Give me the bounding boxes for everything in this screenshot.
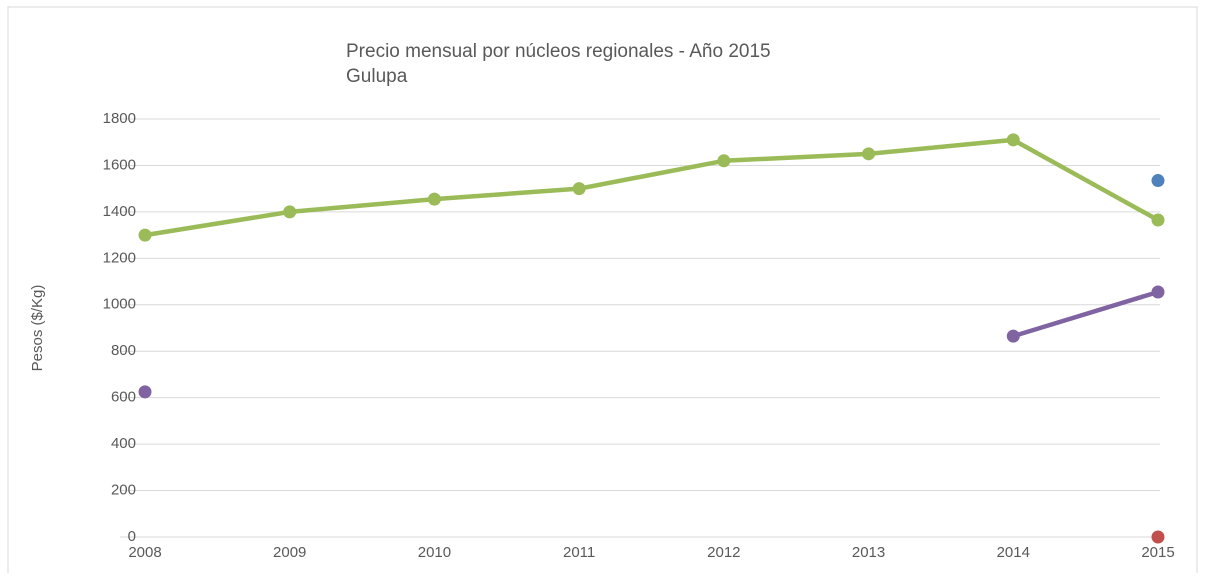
chart-title: Precio mensual por núcleos regionales - … bbox=[346, 41, 771, 62]
y-tick-label: 800 bbox=[111, 342, 136, 359]
x-tick-label: 2011 bbox=[563, 544, 595, 561]
series-line bbox=[1011, 289, 1161, 339]
y-tick-label: 1400 bbox=[103, 203, 136, 220]
x-tick-label: 2008 bbox=[128, 544, 161, 561]
y-tick-label: 0 bbox=[128, 528, 136, 545]
data-point bbox=[1006, 329, 1020, 343]
data-point bbox=[283, 205, 297, 219]
data-point bbox=[138, 228, 152, 242]
y-tick-label: 1600 bbox=[103, 156, 136, 173]
data-point bbox=[1151, 285, 1165, 299]
x-tick-label: 2015 bbox=[1141, 544, 1174, 561]
data-point bbox=[572, 182, 586, 196]
y-tick-label: 400 bbox=[111, 435, 136, 452]
data-point bbox=[1006, 133, 1020, 147]
y-tick-label: 1800 bbox=[103, 110, 136, 127]
data-point bbox=[427, 192, 441, 206]
data-point bbox=[1151, 213, 1165, 227]
y-tick-label: 1000 bbox=[103, 296, 136, 313]
y-tick-label: 1200 bbox=[103, 249, 136, 266]
data-point bbox=[1151, 530, 1165, 544]
y-tick-label: 200 bbox=[111, 482, 136, 499]
chart-frame bbox=[7, 6, 1198, 578]
x-tick-label: 2012 bbox=[707, 544, 740, 561]
data-point bbox=[138, 385, 152, 399]
x-tick-label: 2014 bbox=[997, 544, 1030, 561]
data-point bbox=[1151, 174, 1165, 188]
data-point bbox=[717, 154, 731, 168]
data-point bbox=[862, 147, 876, 161]
chart-subtitle: Gulupa bbox=[346, 66, 408, 87]
x-tick-label: 2010 bbox=[418, 544, 451, 561]
y-tick-label: 600 bbox=[111, 389, 136, 406]
x-tick-label: 2009 bbox=[273, 544, 306, 561]
series-line bbox=[142, 137, 1161, 238]
y-axis-label: Pesos ($/Kg) bbox=[29, 285, 46, 372]
x-tick-label: 2013 bbox=[852, 544, 885, 561]
